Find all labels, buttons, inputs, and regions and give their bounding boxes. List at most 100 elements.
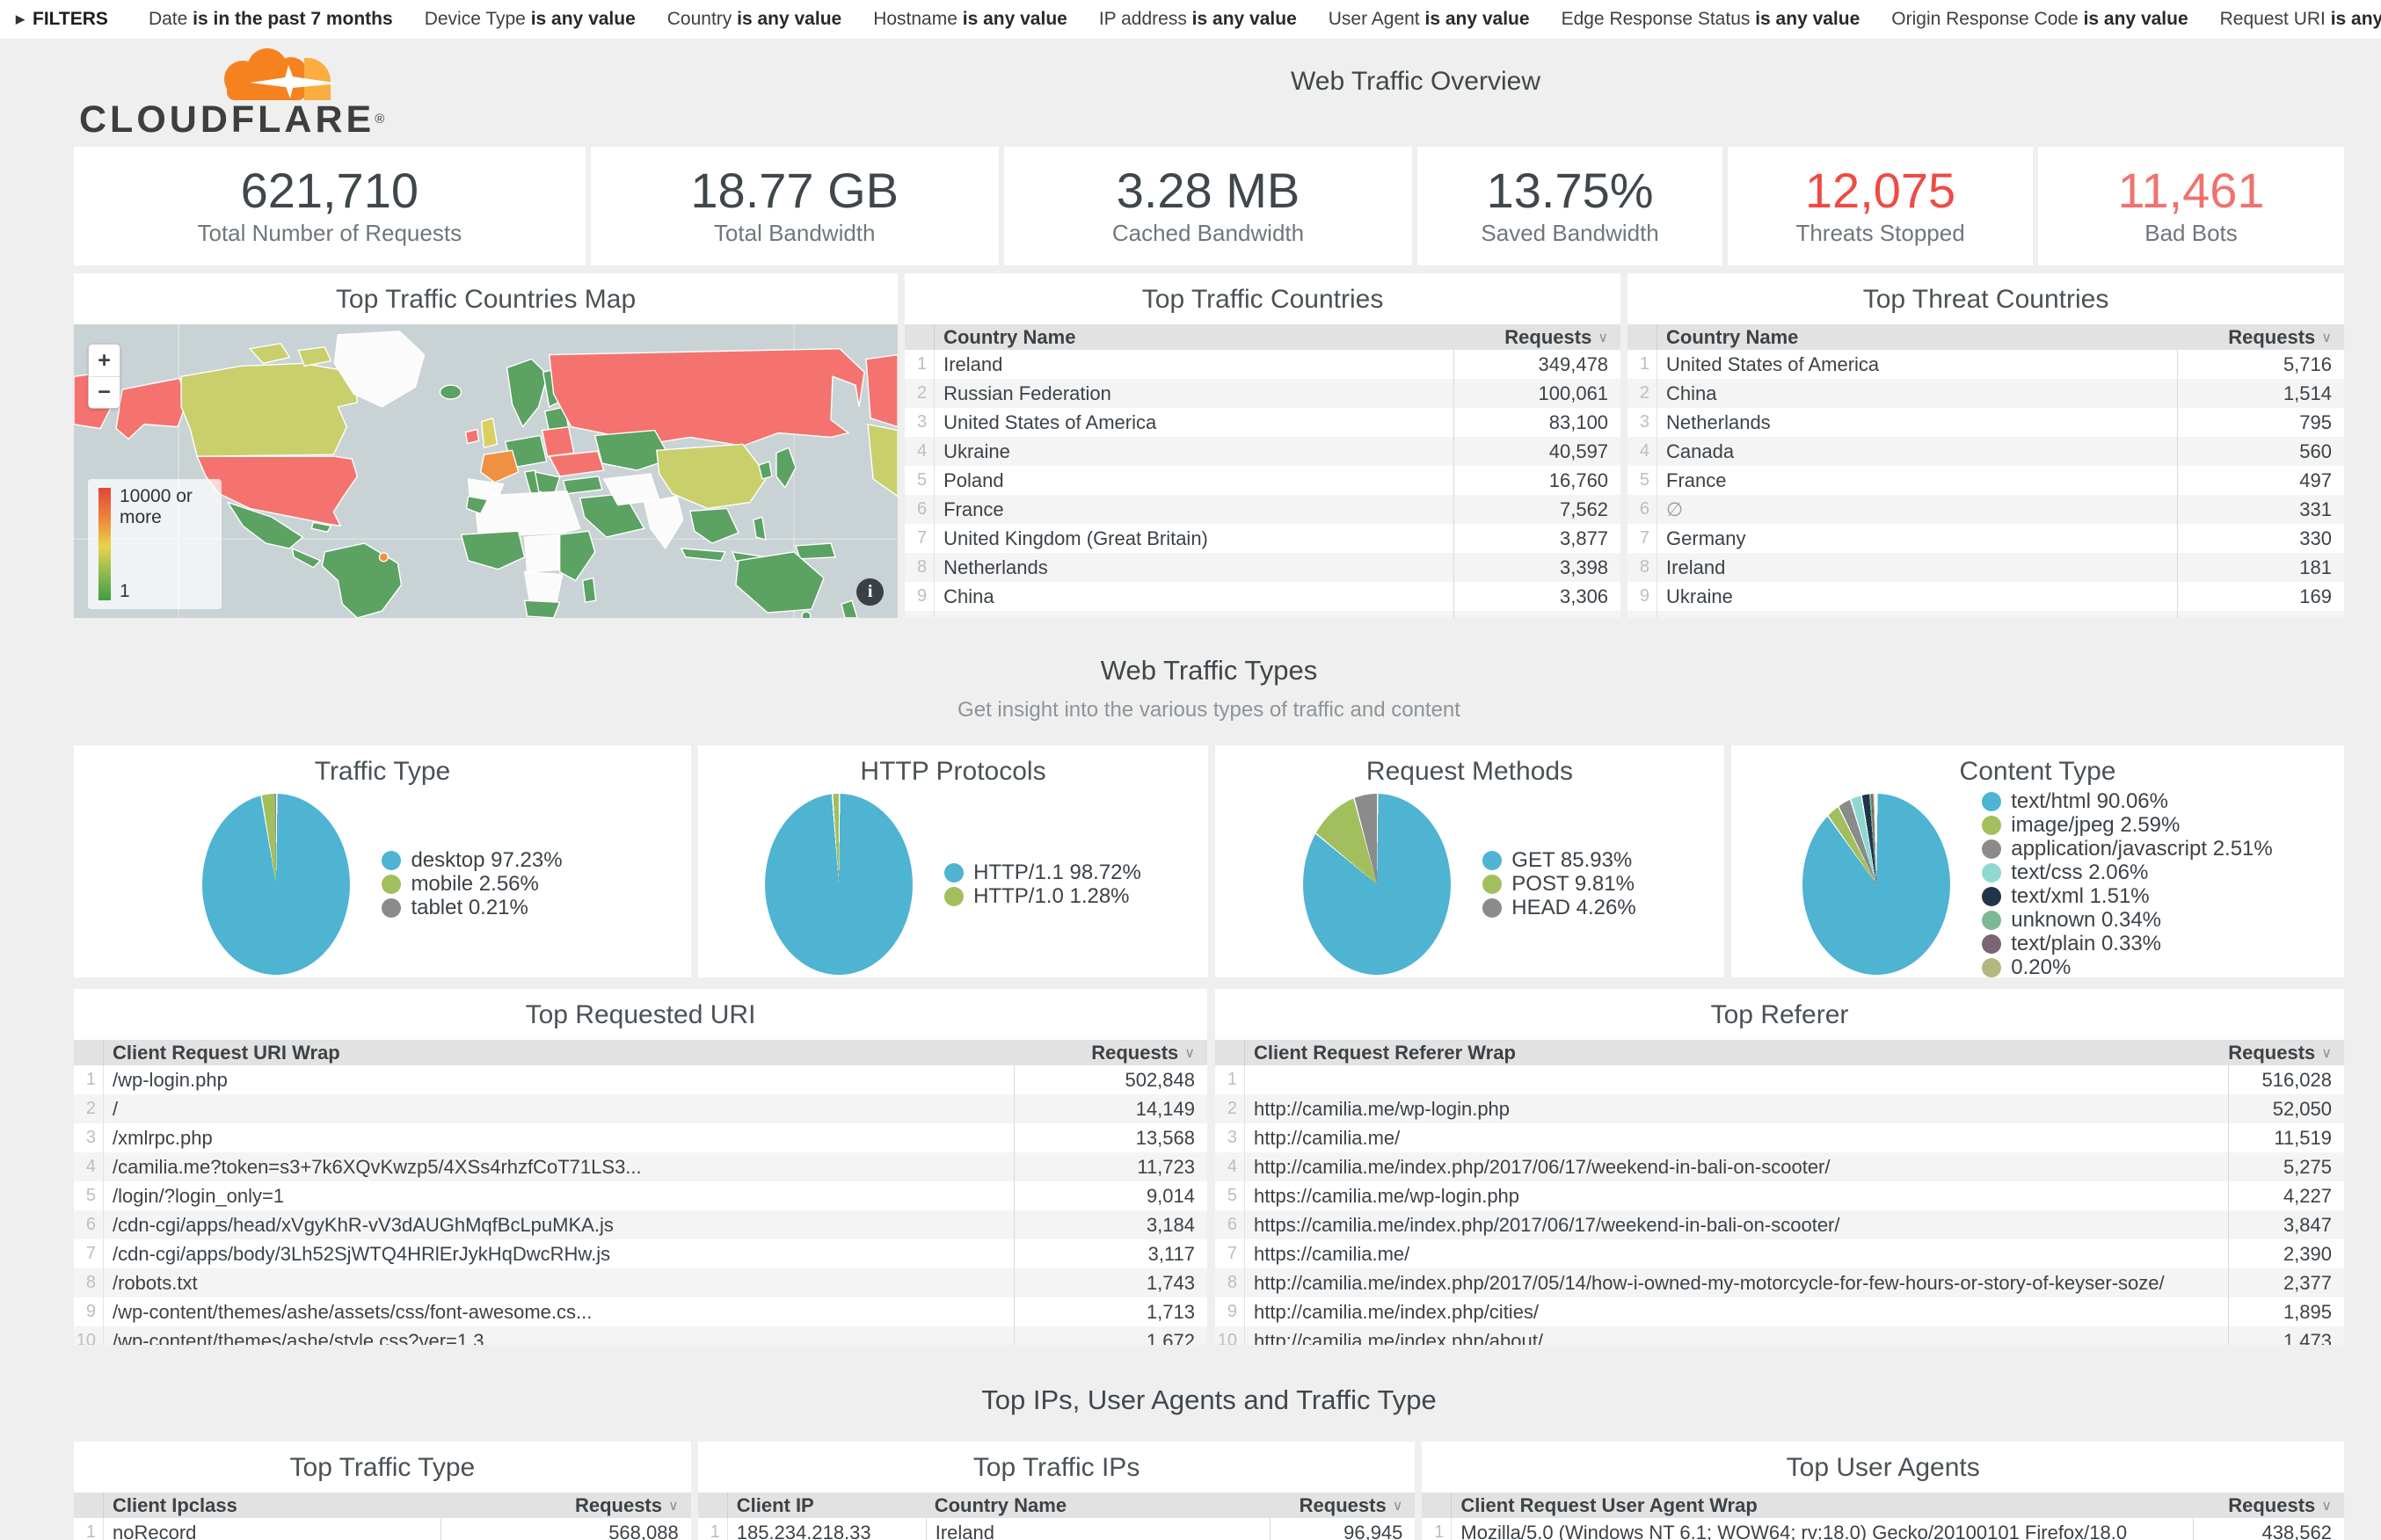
legend-swatch-icon	[1982, 791, 2002, 811]
table-row: 2 China 1,514	[1627, 379, 2344, 408]
sort-desc-icon: ∨	[2321, 1498, 2332, 1514]
filter-item[interactable]: Edge Response Status is any value	[1561, 9, 1860, 29]
table-cell: Ukraine	[1666, 585, 1733, 607]
legend-item[interactable]: text/plain 0.33%	[1982, 932, 2273, 955]
column-header[interactable]: Country Name	[934, 1493, 1067, 1516]
table-cell: 349,478	[1453, 350, 1620, 379]
legend-item[interactable]: desktop 97.23%	[382, 848, 563, 873]
zoom-out-button[interactable]: −	[89, 376, 120, 408]
kpi-value: 18.77 GB	[690, 162, 899, 218]
column-header[interactable]: Requests ∨	[1299, 1493, 1403, 1516]
table-cell: /wp-content/themes/ashe/assets/css/font-…	[113, 1300, 593, 1323]
filter-item[interactable]: User Agent is any value	[1328, 9, 1530, 29]
column-header[interactable]: Client IP	[736, 1493, 814, 1516]
kpi-value: 13.75%	[1486, 162, 1654, 218]
legend-item[interactable]: application/javascript 2.51%	[1982, 837, 2273, 861]
sort-desc-icon: ∨	[2321, 1045, 2332, 1061]
panel-title: Top Requested URI	[525, 1000, 756, 1029]
legend-item[interactable]: tablet 0.21%	[382, 896, 562, 920]
legend-item[interactable]: HEAD 4.26%	[1482, 896, 1636, 920]
table-row: 3 United States of America 83,100	[905, 408, 1621, 437]
table-cell: http://camilia.me/index.php/2017/05/14/h…	[1254, 1271, 2165, 1294]
table-row: 10Singapore158	[1627, 611, 2344, 618]
column-header[interactable]: Requests ∨	[1091, 1041, 1195, 1064]
legend-item[interactable]: GET 85.93%	[1482, 848, 1635, 873]
table-cell: 438,562	[2193, 1518, 2344, 1540]
legend-item[interactable]: mobile 2.56%	[382, 872, 562, 897]
legend-item[interactable]: POST 9.81%	[1482, 872, 1635, 897]
legend-swatch-icon	[1982, 839, 2002, 859]
legend-item[interactable]: text/css 2.06%	[1982, 861, 2273, 884]
legend-swatch-icon	[1982, 933, 2002, 954]
kpi-card: 11,461 Bad Bots	[2038, 147, 2344, 265]
legend-item[interactable]: text/html 90.06%	[1982, 789, 2273, 813]
table-row: 1 noRecord 568,088	[74, 1518, 691, 1540]
filter-item[interactable]: Hostname is any value	[873, 9, 1067, 29]
legend-swatch-icon	[944, 862, 965, 883]
sort-desc-icon: ∨	[2321, 330, 2332, 345]
filters-toggle[interactable]: ▶ FILTERS	[16, 9, 108, 30]
column-header[interactable]: Requests ∨	[2228, 325, 2332, 348]
map-info-button[interactable]: i	[856, 578, 885, 606]
legend-item[interactable]: 0.20%	[1982, 955, 2273, 977]
kpi-value: 12,075	[1804, 162, 1956, 218]
request-methods-pie-chart[interactable]	[1303, 794, 1452, 975]
column-header[interactable]: Client Request Referer Wrap	[1254, 1041, 1516, 1064]
legend-swatch-icon	[1982, 862, 2002, 883]
legend-item[interactable]: image/jpeg 2.59%	[1982, 813, 2273, 837]
panel-title: Top Traffic Countries	[1141, 285, 1384, 314]
column-header[interactable]: Country Name	[943, 325, 1076, 348]
column-header[interactable]: Client Request URI Wrap	[113, 1041, 340, 1064]
table-row: 9 http://camilia.me/index.php/cities/1,89…	[1215, 1297, 2344, 1326]
top-user-agents-table: Client Request User Agent Wrap Requests ∨ 1…	[1422, 1493, 2344, 1540]
table-cell: http://camilia.me/index.php/cities/	[1254, 1300, 1540, 1323]
table-cell: 5,716	[2177, 350, 2344, 379]
panel-content-type: Content Type text/html 90.06% image/jpeg …	[1731, 745, 2344, 977]
column-header[interactable]: Client Request User Agent Wrap	[1460, 1493, 1758, 1516]
world-map[interactable]: + − 10000 or more 1 i	[74, 324, 899, 618]
column-header[interactable]: Client Ipclass	[113, 1493, 237, 1516]
table-cell: 1,743	[1014, 1268, 1207, 1297]
table-cell: /camilia.me?token=s3+7k6XQvKwzp5/4XSs4rh…	[113, 1155, 642, 1178]
legend-item[interactable]: unknown 0.34%	[1982, 908, 2273, 932]
choropleth-map-svg[interactable]	[74, 324, 899, 618]
content-type-legend: text/html 90.06% image/jpeg 2.59% applicat…	[1982, 789, 2273, 977]
legend-item[interactable]: HTTP/1.1 98.72%	[944, 861, 1141, 884]
filter-item[interactable]: Device Type is any value	[424, 9, 636, 29]
legend-label: GET 85.93%	[1511, 848, 1633, 872]
column-header[interactable]: Requests ∨	[1504, 325, 1609, 348]
map-legend-min-label: 1	[120, 581, 130, 601]
filter-item[interactable]: Request URI is any value	[2219, 9, 2381, 29]
legend-swatch-icon	[382, 875, 402, 894]
dashboard-header: CLOUDFLARE® Web Traffic Overview	[74, 39, 2344, 147]
filter-item[interactable]: IP address is any value	[1098, 9, 1297, 29]
table-cell: 3,877	[1453, 524, 1620, 553]
content-type-pie-chart[interactable]	[1802, 794, 1951, 975]
column-header[interactable]: Requests ∨	[2228, 1041, 2332, 1064]
table-cell: 497	[2177, 466, 2344, 495]
column-header[interactable]: Requests ∨	[2228, 1493, 2332, 1516]
traffic-type-pie-chart[interactable]	[202, 794, 351, 975]
sort-desc-icon: ∨	[668, 1498, 679, 1514]
http-protocols-pie-chart[interactable]	[765, 794, 914, 975]
legend-item[interactable]: HTTP/1.0 1.28%	[944, 884, 1141, 908]
filter-item[interactable]: Date is in the past 7 months	[148, 9, 393, 29]
table-cell: ∅	[1666, 498, 1684, 520]
table-cell: /robots.txt	[113, 1271, 198, 1294]
sort-desc-icon: ∨	[1184, 1045, 1195, 1061]
zoom-in-button[interactable]: +	[98, 347, 111, 373]
table-cell: /wp-content/themes/ashe/style.css?ver=1.…	[113, 1329, 484, 1346]
table-row: 6 France 7,562	[905, 495, 1621, 524]
table-cell: 181	[2177, 553, 2344, 582]
request-methods-legend: GET 85.93% POST 9.81% HEAD 4.26%	[1482, 848, 1636, 920]
filter-item[interactable]: Origin Response Code is any value	[1891, 9, 2188, 29]
column-header[interactable]: Requests ∨	[574, 1493, 679, 1516]
table-cell: 1,713	[1014, 1297, 1207, 1326]
table-cell: France	[1666, 469, 1727, 491]
table-cell: 16,760	[1453, 466, 1620, 495]
column-header[interactable]: Country Name	[1666, 325, 1799, 348]
filter-item[interactable]: Country is any value	[666, 9, 842, 29]
legend-item[interactable]: text/xml 1.51%	[1982, 884, 2273, 908]
table-row: 6/cdn-cgi/apps/head/xVgyKhR-vV3dAUGhMqfB…	[74, 1210, 1207, 1239]
table-cell: 1,514	[2177, 379, 2344, 408]
